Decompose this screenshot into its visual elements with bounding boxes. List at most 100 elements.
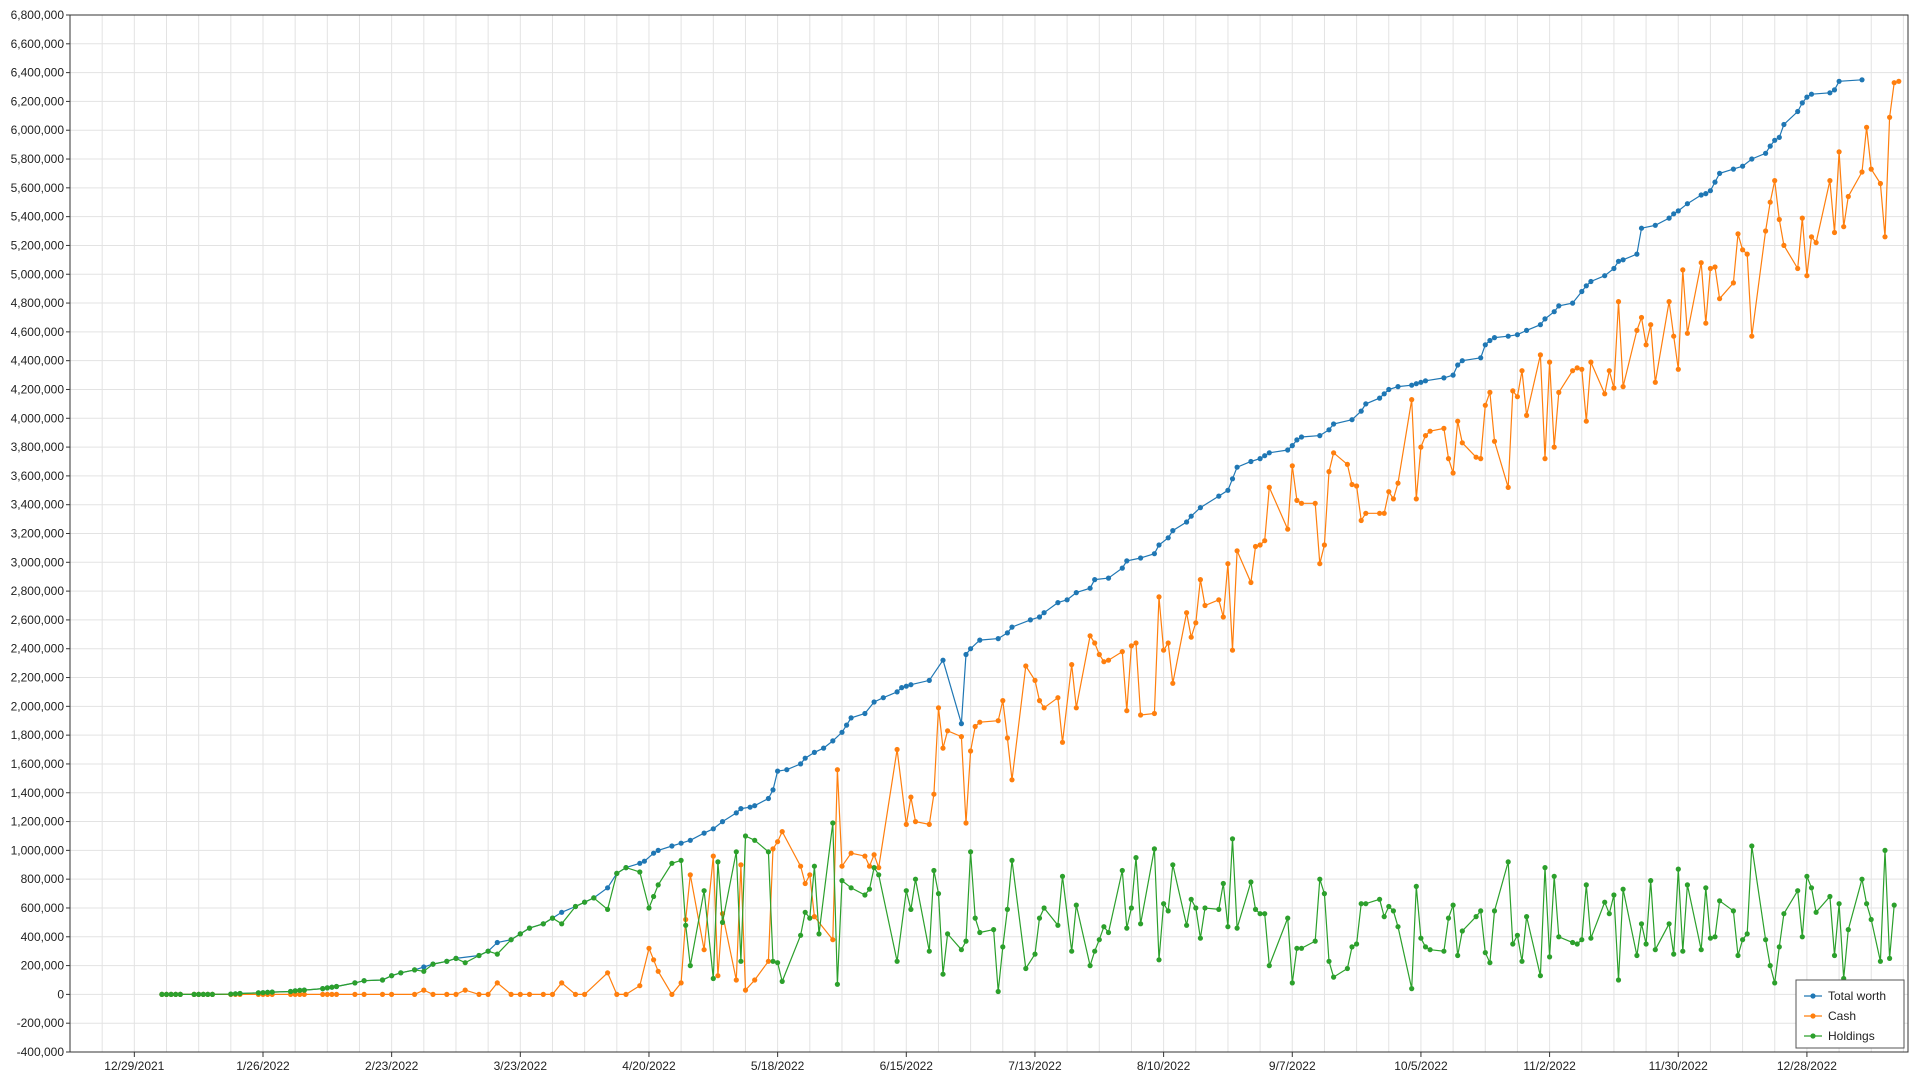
data-point-holdings: [1556, 934, 1562, 940]
data-point-cash: [605, 970, 611, 976]
data-point-holdings: [1455, 952, 1461, 959]
data-point-holdings: [1170, 862, 1176, 868]
data-point-total-worth: [1763, 150, 1769, 156]
data-point-cash: [1032, 677, 1038, 684]
y-tick-label: -400,000: [17, 1045, 65, 1059]
data-point-total-worth: [1422, 378, 1429, 384]
data-point-holdings: [1514, 932, 1520, 938]
data-point-holdings: [1023, 965, 1029, 972]
data-point-holdings: [1730, 908, 1736, 914]
data-point-holdings: [1087, 963, 1093, 969]
data-point-cash: [701, 947, 707, 953]
data-point-holdings: [807, 915, 813, 921]
data-point-total-worth: [1615, 258, 1622, 264]
data-point-total-worth: [765, 795, 772, 802]
data-point-holdings: [288, 988, 294, 995]
y-tick-label: 4,400,000: [11, 354, 65, 368]
data-point-cash: [1620, 384, 1626, 390]
data-point-cash: [1510, 388, 1516, 394]
data-point-cash: [963, 820, 969, 826]
data-point-total-worth: [977, 637, 983, 643]
y-tick-label: 3,600,000: [11, 469, 65, 483]
data-point-cash: [1390, 496, 1396, 502]
series-layer: [159, 77, 1902, 998]
legend-marker-holdings: [1810, 1033, 1816, 1039]
data-point-cash: [1652, 379, 1658, 385]
data-point-holdings: [738, 958, 744, 964]
data-point-holdings: [1615, 977, 1622, 983]
data-point-total-worth: [908, 682, 914, 688]
data-point-holdings: [1845, 927, 1851, 933]
data-point-cash: [678, 980, 684, 986]
data-point-cash: [1570, 368, 1576, 374]
data-point-holdings: [1092, 948, 1098, 954]
data-point-cash: [995, 718, 1001, 724]
data-point-holdings: [733, 849, 739, 855]
data-point-total-worth: [1717, 170, 1723, 176]
data-point-total-worth: [1009, 624, 1015, 630]
data-point-total-worth: [710, 826, 716, 832]
data-point-cash: [1202, 602, 1208, 609]
data-point-holdings: [1510, 941, 1516, 947]
data-point-holdings: [559, 921, 565, 927]
data-point-cash: [807, 872, 813, 878]
data-point-cash: [848, 850, 854, 856]
data-point-total-worth: [1611, 265, 1617, 272]
data-point-holdings: [1234, 925, 1240, 931]
data-point-cash: [1331, 450, 1337, 456]
data-point-holdings: [1795, 888, 1801, 894]
data-point-cash: [1781, 242, 1787, 248]
data-point-total-worth: [1386, 386, 1392, 393]
data-point-total-worth: [1804, 94, 1810, 100]
data-point-holdings: [1459, 928, 1465, 934]
x-tick-label: 1/26/2022: [236, 1059, 290, 1073]
x-tick-label: 9/7/2022: [1269, 1059, 1316, 1073]
data-point-total-worth: [775, 768, 781, 774]
data-point-cash: [1730, 280, 1736, 286]
data-point-total-worth: [1827, 90, 1833, 96]
data-point-holdings: [1257, 911, 1263, 917]
data-point-holdings: [1749, 843, 1755, 849]
data-point-holdings: [292, 988, 298, 994]
data-point-cash: [333, 991, 340, 998]
data-point-cash: [1684, 330, 1690, 336]
data-point-total-worth: [1156, 542, 1162, 548]
data-point-holdings: [1767, 963, 1773, 969]
data-point-holdings: [591, 895, 597, 901]
data-point-holdings: [1331, 974, 1337, 980]
data-point-holdings: [1519, 958, 1525, 964]
data-point-total-worth: [738, 806, 744, 812]
data-point-holdings: [205, 991, 211, 998]
data-point-cash: [1827, 178, 1833, 184]
data-point-cash: [1321, 542, 1327, 548]
data-point-holdings: [1675, 866, 1681, 872]
data-point-holdings: [255, 990, 261, 996]
data-point-cash: [1634, 327, 1640, 333]
y-tick-label: 400,000: [21, 930, 65, 944]
data-point-total-worth: [1317, 433, 1323, 439]
data-point-cash: [1073, 705, 1079, 711]
y-tick-label: 4,200,000: [11, 382, 65, 396]
data-point-holdings: [1248, 879, 1254, 885]
y-tick-label: 1,800,000: [11, 728, 65, 742]
data-point-holdings: [1887, 955, 1893, 962]
data-point-holdings: [430, 961, 436, 967]
data-point-holdings: [549, 915, 556, 921]
data-point-holdings: [1197, 935, 1203, 941]
data-point-total-worth: [1776, 134, 1782, 140]
data-point-cash: [1717, 296, 1723, 302]
y-tick-label: 6,600,000: [11, 37, 65, 51]
data-point-cash: [1574, 365, 1580, 371]
data-point-total-worth: [1326, 427, 1332, 433]
data-point-cash: [637, 983, 643, 989]
grid-layer: [69, 14, 1908, 1053]
data-point-total-worth: [687, 837, 693, 843]
data-point-total-worth: [1409, 382, 1415, 388]
data-point-total-worth: [494, 939, 500, 946]
data-point-holdings: [1229, 836, 1236, 842]
data-point-holdings: [324, 985, 330, 991]
y-tick-label: 200,000: [21, 959, 65, 973]
data-point-holdings: [1487, 960, 1493, 966]
data-point-cash: [876, 865, 882, 871]
data-point-cash: [1804, 273, 1810, 279]
